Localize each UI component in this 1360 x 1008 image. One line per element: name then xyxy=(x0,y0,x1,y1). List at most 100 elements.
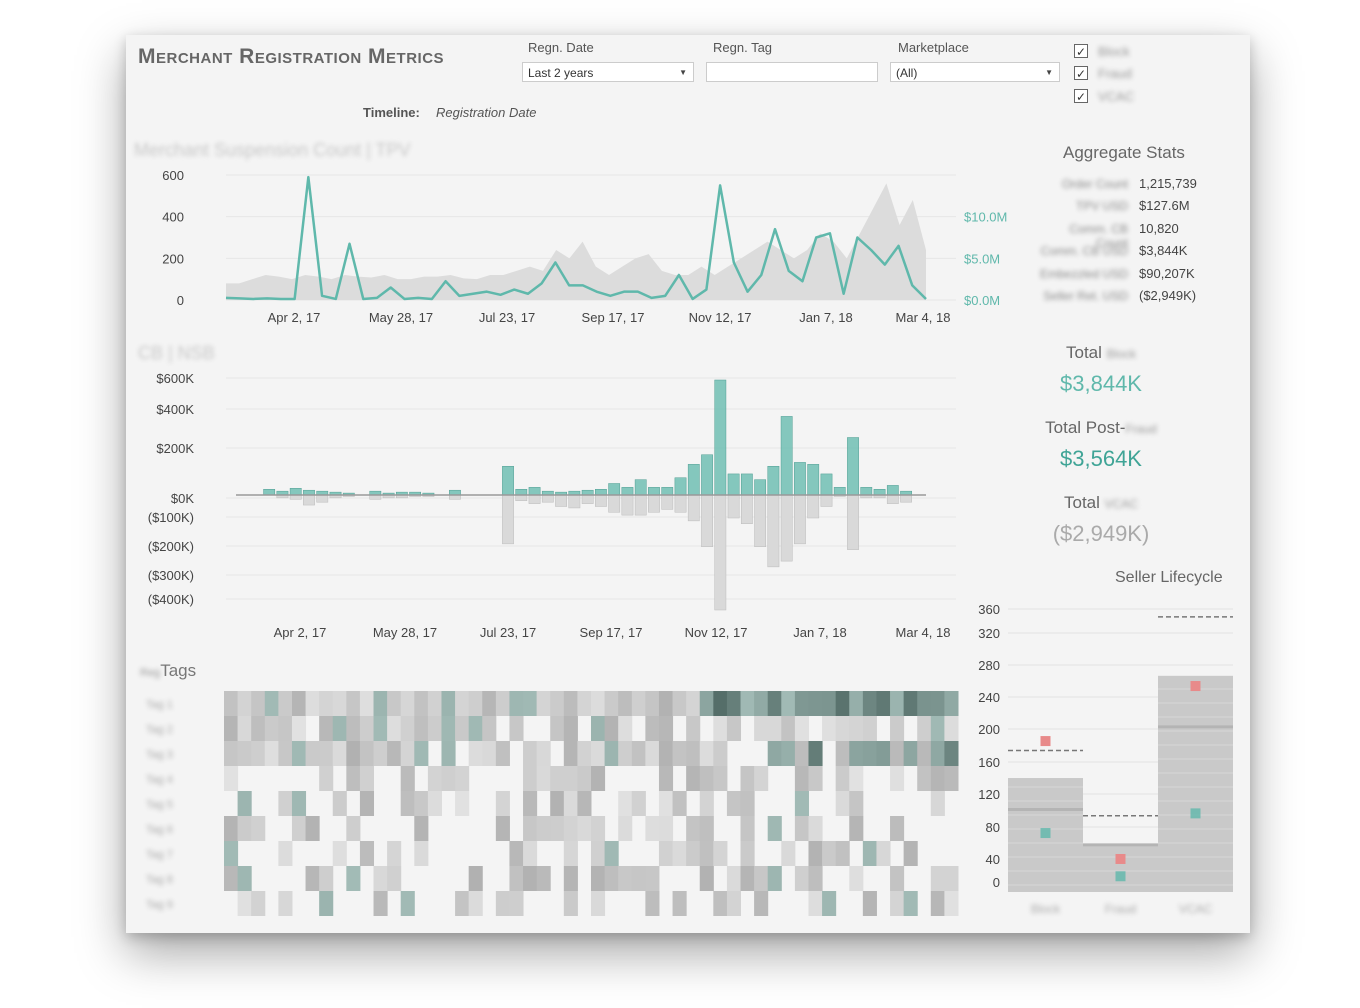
heatmap-cell xyxy=(237,791,252,816)
heatmap-cell xyxy=(903,891,918,916)
y-tick-label: 240 xyxy=(978,690,1000,705)
heatmap-cell xyxy=(645,741,660,766)
heatmap-cell xyxy=(686,716,701,741)
heatmap-cell xyxy=(359,766,375,791)
heatmap-cell xyxy=(591,691,606,716)
heatmap-cell xyxy=(794,766,809,791)
cb-bar xyxy=(701,454,713,496)
check-icon[interactable]: ✓ xyxy=(1074,66,1088,81)
heatmap-cell xyxy=(808,691,823,716)
heatmap-cell xyxy=(536,741,551,766)
heatmap-cell xyxy=(754,716,769,741)
heatmap-cell xyxy=(346,866,361,891)
y-tick-label: 200 xyxy=(978,722,1000,737)
heatmap-cell xyxy=(767,691,782,716)
heatmap-cell xyxy=(944,766,959,791)
heatmap-cell xyxy=(427,766,442,791)
heatmap-cell xyxy=(876,691,891,716)
heatmap-cell xyxy=(427,716,442,741)
suspension-count-line xyxy=(225,175,927,301)
timeline-value[interactable]: Registration Date xyxy=(436,105,537,120)
x-tick-label: Sep 17, 17 xyxy=(582,310,645,325)
cb-bar xyxy=(860,487,873,496)
aggregate-label: Seller Ret. USD xyxy=(1043,289,1128,303)
heatmap-cell xyxy=(849,716,864,741)
nsb-bar xyxy=(528,494,541,504)
aggregate-value: 10,820 xyxy=(1139,220,1179,236)
x-tick-label: Apr 2, 17 xyxy=(274,625,327,640)
heatmap-cell xyxy=(794,816,809,841)
heatmap-cell xyxy=(686,741,701,766)
heatmap-cell xyxy=(686,841,701,866)
heatmap-cell xyxy=(645,716,660,741)
heatmap-cell xyxy=(917,691,932,716)
aggregate-row: Comm. CB USD $3,844K xyxy=(1036,242,1256,262)
heatmap-cell xyxy=(658,716,674,741)
heatmap-cell xyxy=(577,816,592,841)
heatmap-cell xyxy=(495,691,510,716)
heatmap-cell xyxy=(332,841,347,866)
tags-title-prefix: Reg xyxy=(140,667,161,679)
heatmap-cell xyxy=(726,891,742,916)
nsb-bar xyxy=(595,494,607,507)
cb-bar xyxy=(648,487,660,496)
heatmap-cell xyxy=(550,766,565,791)
heatmap-cell xyxy=(264,741,279,766)
heatmap-cell xyxy=(251,816,266,841)
check-icon[interactable]: ✓ xyxy=(1074,89,1088,104)
y-tick-label: 400 xyxy=(162,210,184,225)
aggregate-value: ($2,949K) xyxy=(1139,288,1197,303)
checkbox-block[interactable]: ✓ Block xyxy=(1074,44,1130,59)
heatmap-cell xyxy=(808,891,823,916)
heatmap-cell xyxy=(658,841,674,866)
nsb-bar xyxy=(687,494,700,522)
heatmap-cell xyxy=(672,841,687,866)
nsb-bar xyxy=(714,494,727,611)
heatmap-cell xyxy=(781,741,796,766)
heatmap-cell xyxy=(604,866,619,891)
heatmap-cell xyxy=(509,691,524,716)
heatmap-cell xyxy=(781,691,796,716)
heatmap-cell xyxy=(359,691,375,716)
heatmap-cell xyxy=(604,716,619,741)
cb-bar xyxy=(873,489,886,496)
heatmap-cell xyxy=(523,766,538,791)
heatmap-cell xyxy=(890,891,905,916)
regn-date-select[interactable]: Last 2 years ▼ xyxy=(522,62,694,82)
total-suffix: VCAC xyxy=(1104,497,1138,511)
nsb-bar xyxy=(674,494,687,513)
heatmap-cell xyxy=(319,741,334,766)
heatmap-cell xyxy=(849,816,864,841)
timeline-label: Timeline: xyxy=(363,105,420,120)
checkbox-vcac[interactable]: ✓ VCAC xyxy=(1074,89,1134,104)
chevron-down-icon: ▼ xyxy=(1045,68,1053,77)
heatmap-cell xyxy=(387,691,402,716)
heatmap-cell xyxy=(577,766,592,791)
heatmap-row-label: Tag 8 xyxy=(146,874,173,886)
check-icon[interactable]: ✓ xyxy=(1074,44,1088,59)
heatmap-cell xyxy=(550,716,565,741)
heatmap-cell xyxy=(441,716,456,741)
category-label: VCAC xyxy=(1179,902,1213,916)
heatmap-cell xyxy=(319,716,334,741)
nsb-bar xyxy=(608,494,621,513)
heatmap-cell xyxy=(400,791,415,816)
y-tick-label: $0K xyxy=(171,491,194,506)
checkbox-label: VCAC xyxy=(1098,89,1135,104)
regn-tag-input[interactable] xyxy=(706,62,878,82)
heatmap-cell xyxy=(264,691,279,716)
nsb-bar xyxy=(316,494,329,503)
heatmap-cell xyxy=(740,791,755,816)
y-tick-label: 360 xyxy=(978,602,1000,617)
heatmap-cell xyxy=(930,891,945,916)
teal-marker xyxy=(1040,828,1051,839)
heatmap-cell xyxy=(930,791,945,816)
cb-bar xyxy=(807,464,820,496)
y-tick-label: ($200K) xyxy=(148,539,194,554)
heatmap-cell xyxy=(835,766,850,791)
nsb-bar xyxy=(515,494,528,501)
marketplace-select[interactable]: (All) ▼ xyxy=(890,62,1060,82)
marketplace-label: Marketplace xyxy=(898,40,969,55)
lifecycle-bar xyxy=(1083,844,1158,892)
checkbox-fraud[interactable]: ✓ Fraud xyxy=(1074,66,1132,81)
